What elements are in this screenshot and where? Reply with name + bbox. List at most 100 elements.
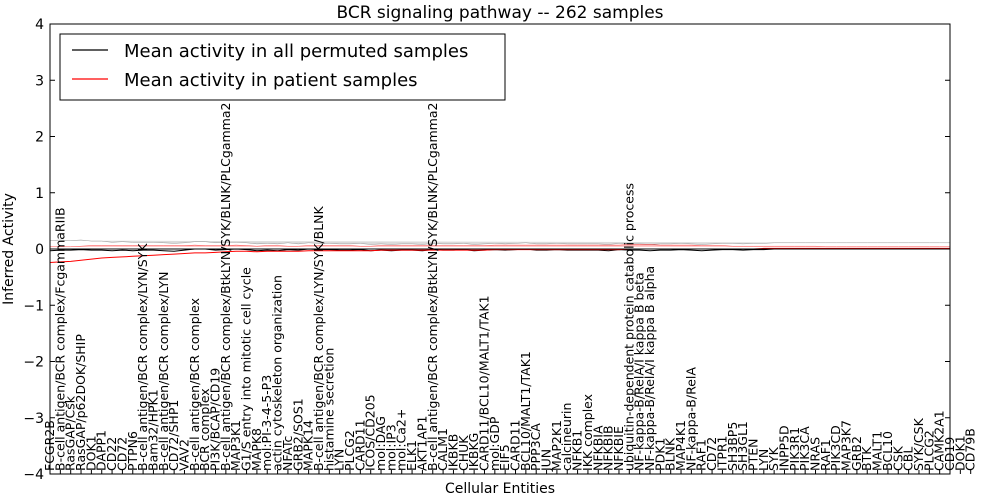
x-entity-label: CD19 xyxy=(942,437,957,471)
x-entity-label: RasGAP/Csk xyxy=(63,395,78,471)
y-tick-label: −1 xyxy=(23,298,44,314)
x-entity-label: AKT1AP1 xyxy=(414,416,429,471)
x-entity-label: BCL10/MALT1/TAK1 xyxy=(518,351,533,471)
x-entity-label: NF-kappa-B/RelA xyxy=(683,367,698,471)
x-entity-label: BCR complex xyxy=(197,388,212,471)
x-entity-label: CARD11/BCL10/MALT1/TAK1 xyxy=(477,295,492,471)
x-entity-label: ICOS/CD205 xyxy=(363,394,378,471)
x-entity-label: LYN xyxy=(332,449,347,471)
x-entity-label: BLNK xyxy=(663,437,678,471)
legend-label-patient: Mean activity in patient samples xyxy=(124,70,418,91)
x-entity-label: PTPN6 xyxy=(125,431,140,471)
x-entity-label: NFKB1 xyxy=(570,430,585,471)
y-tick-label: −2 xyxy=(23,355,44,371)
x-entity-label: ubiquitin-dependent protein catabolic pr… xyxy=(621,183,636,471)
permuted-band xyxy=(49,239,950,245)
y-tick-label: 1 xyxy=(35,186,44,202)
x-entity-label: PIK3CA xyxy=(797,426,812,471)
x-entity-label: IKK complex xyxy=(580,394,595,471)
x-entity-label: CD72 xyxy=(704,437,719,471)
x-entity-label: VAV2 xyxy=(177,439,192,471)
y-tick-label: 2 xyxy=(35,130,44,146)
x-entity-label: NRAS xyxy=(808,437,823,471)
x-entity-label: CAMK2A1 xyxy=(932,410,947,471)
x-entity-label: CBL xyxy=(901,447,916,471)
y-tick-label: 4 xyxy=(35,17,44,33)
x-entity-label: NF-kappa-B/RelA/I kappa B alpha xyxy=(642,266,657,471)
x-entity-label: SYK xyxy=(766,446,781,471)
x-entity-label: IKBKG xyxy=(466,433,481,471)
x-entity-label: PDK1 xyxy=(652,438,667,471)
x-entity-label: DOK1 xyxy=(83,435,98,471)
x-entity-label: INPP5D xyxy=(777,425,792,471)
x-entity-label: BTK xyxy=(859,446,874,471)
x-entity-label: B-cell antigen/BCR complex/LYN/SYK xyxy=(135,243,150,471)
x-entity-label: CARD11 xyxy=(508,419,523,471)
x-entity-label: B-cell antigen/BCR complex/LYN/SYK/BLNK xyxy=(311,205,326,471)
x-entity-label: mol:PI-3-4-5-P3 xyxy=(259,375,274,471)
x-entity-label: mol:Ca2+ xyxy=(394,409,409,471)
x-entity-label: CALM1 xyxy=(435,428,450,471)
x-entity-label: GRB2/SOS1 xyxy=(290,398,305,471)
x-entity-label: EIF5 xyxy=(497,444,512,471)
x-entity-label: DAPP1 xyxy=(94,430,109,471)
x-entity-label: PIK3CD xyxy=(828,425,843,471)
x-entity-label: CD79B xyxy=(963,428,978,471)
x-entity-label: mol:IP3 xyxy=(383,424,398,471)
x-entity-label: B-cell antigen/BCR complex/FcgammaRIIB xyxy=(52,207,67,471)
x-entity-label: MALT1 xyxy=(870,431,885,471)
x-entity-label: PIK3R1 xyxy=(787,427,802,471)
x-entity-label: Bam32/HPK1 xyxy=(145,389,160,471)
x-entity-label: B-cell antigen/BCR complex xyxy=(187,298,202,471)
x-entity-label: PPP3CA xyxy=(528,423,543,471)
x-entity-label: PTEN xyxy=(745,439,760,471)
x-entity-label: PI3K/BCAP/CD19 xyxy=(208,368,223,471)
x-entity-label: RAF1 xyxy=(694,439,709,471)
legend-label-permuted: Mean activity in all permuted samples xyxy=(124,41,468,62)
y-axis-ticks: −4 −3 −2 −1 0 1 2 3 4 xyxy=(23,17,950,483)
x-entity-label: NFATc xyxy=(280,435,295,470)
x-entity-label: MAPK8 xyxy=(249,428,264,471)
y-axis-title: Inferred Activity xyxy=(1,193,17,305)
x-entity-label: CD72 xyxy=(114,437,129,471)
x-entity-label: JUN xyxy=(539,449,554,472)
y-tick-label: −3 xyxy=(23,411,44,427)
x-entity-label: CARD11 xyxy=(352,419,367,471)
x-entity-label: SH3GL1 xyxy=(735,421,750,471)
x-entity-label: CD22 xyxy=(104,437,119,471)
x-entity-label: RasGAP/p62DOK/SHIP xyxy=(73,334,88,471)
x-entity-label: B-cell antigen/BCR complex/BtkLYN/SYK/BL… xyxy=(425,103,440,472)
chart-title: BCR signaling pathway -- 262 samples xyxy=(336,3,663,23)
x-entity-label: actin cytoskeleton organization xyxy=(270,275,285,471)
x-entity-label: MAP4K1 xyxy=(673,420,688,471)
x-entity-label: IKBKB xyxy=(445,434,460,471)
x-entity-label: G1/S entry into mitotic cell cycle xyxy=(239,267,254,471)
x-entity-label: NFKBIE xyxy=(611,426,626,471)
x-entity-label: FCGR2B xyxy=(42,420,57,471)
x-entity-label: GRB2 xyxy=(849,436,864,471)
confidence-bands xyxy=(49,239,950,248)
y-tick-label: 0 xyxy=(35,242,44,258)
x-entity-label: NFKBIB xyxy=(601,425,616,471)
x-entity-label: RAF1 xyxy=(818,439,833,471)
x-entity-label: histamine secretion xyxy=(321,348,336,471)
x-entity-label: calcineurin xyxy=(559,403,574,471)
x-entity-label: NF-kappa-B/RelA/I kappa B beta xyxy=(632,272,647,471)
x-entity-label: PLCG2 xyxy=(342,430,357,471)
legend-box xyxy=(59,33,506,101)
x-entity-label: PLCG2 xyxy=(921,430,936,471)
x-axis-title: Cellular Entities xyxy=(445,481,555,497)
series-lines xyxy=(49,247,950,263)
x-entity-label: ELK1 xyxy=(404,440,419,471)
x-entity-label: DOK1 xyxy=(952,435,967,471)
x-entity-label: MAP3K7 xyxy=(839,420,854,471)
legend: Mean activity in all permuted samples Me… xyxy=(59,33,506,101)
x-entity-label: SYK/CSK xyxy=(911,417,926,471)
x-entity-label: NFKBIA xyxy=(590,425,605,471)
x-entity-label: CD72/SHP1 xyxy=(166,400,181,471)
x-entity-label: ITPR1 xyxy=(714,435,729,471)
x-entity-label: B-cell antigen/BCR complex/LYN xyxy=(156,272,171,472)
x-entity-label: LYN xyxy=(756,449,771,471)
